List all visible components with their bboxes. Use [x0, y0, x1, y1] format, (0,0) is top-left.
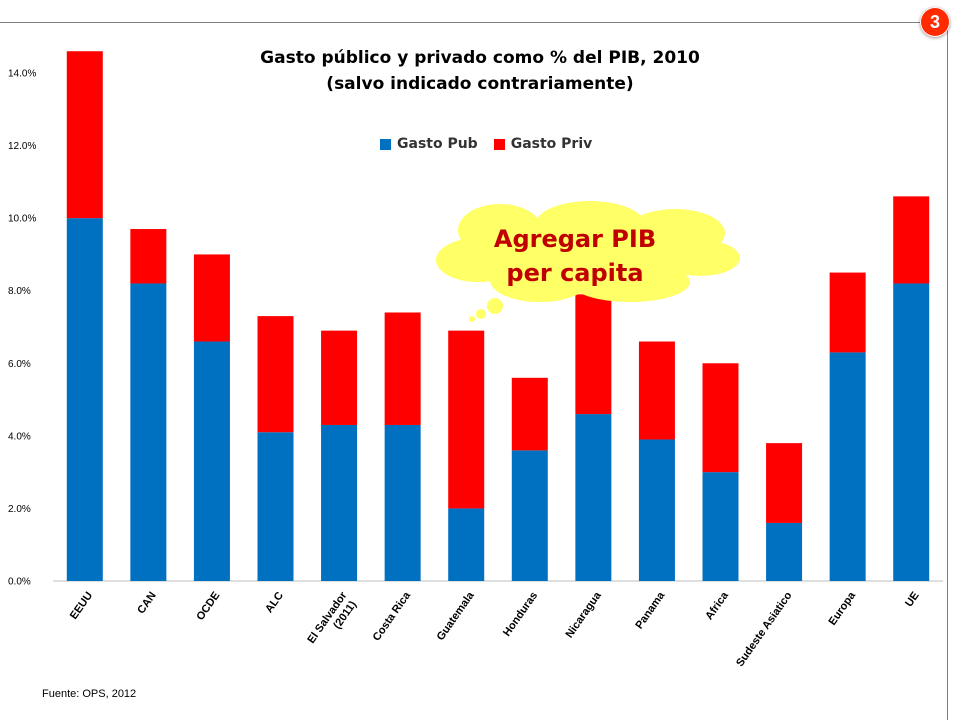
slide-number-badge: 3: [920, 7, 950, 37]
callout-line-1: Agregar PIB: [493, 225, 657, 253]
y-tick-label: 4.0%: [8, 431, 31, 442]
x-category-label: El Salvador(2011): [305, 589, 360, 653]
x-category-label: CAN: [135, 590, 159, 616]
bar-gasto-priv: [575, 294, 612, 415]
bar-gasto-pub: [384, 424, 421, 581]
bar-gasto-priv: [829, 272, 866, 353]
callout-line-2: per capita: [506, 259, 644, 287]
y-tick-label: 12.0%: [8, 141, 36, 152]
bar-gasto-priv: [66, 51, 103, 219]
bar-gasto-priv: [130, 229, 167, 284]
bar-gasto-priv: [384, 312, 421, 425]
x-category-label: UE: [903, 590, 922, 609]
bar-gasto-priv: [511, 377, 548, 451]
x-category-label-line: EEUU: [68, 590, 95, 622]
bar-gasto-pub: [193, 341, 230, 581]
x-category-label-line: CAN: [135, 590, 159, 616]
x-category-label-line: OCDE: [194, 590, 222, 623]
legend-label-gasto-priv: Gasto Priv: [510, 136, 593, 152]
thought-cloud-callout: [436, 201, 740, 322]
x-category-label-line: Africa: [703, 589, 731, 622]
y-tick-label: 14.0%: [8, 69, 36, 80]
y-tick-label: 6.0%: [8, 359, 31, 370]
x-category-label-line: Sudeste Asiatico: [734, 590, 795, 669]
legend-label-gasto-pub: Gasto Pub: [397, 136, 478, 152]
cloud-bubble-small: [469, 316, 475, 322]
x-category-label-line: Honduras: [501, 590, 540, 639]
x-category-label-line: Nicaragua: [563, 589, 604, 640]
legend-swatch-gasto-priv: [493, 138, 505, 150]
bar-gasto-pub: [321, 424, 358, 581]
frame-right-border: [947, 22, 948, 720]
x-category-label-line: UE: [903, 590, 922, 609]
legend-item-gasto-pub: Gasto Pub: [380, 136, 478, 152]
x-category-label-line: Europa: [827, 589, 859, 628]
x-category-label: Nicaragua: [563, 589, 604, 640]
bar-gasto-pub: [766, 522, 803, 581]
callout-text: Agregar PIB per capita: [460, 222, 690, 290]
bar-gasto-pub: [702, 472, 739, 581]
x-category-label: Costa Rica: [371, 589, 414, 643]
bar-gasto-priv: [257, 316, 294, 433]
bar-gasto-priv: [193, 254, 230, 342]
y-tick-label: 10.0%: [8, 214, 36, 225]
x-category-label: OCDE: [194, 590, 222, 623]
bar-gasto-pub: [829, 352, 866, 581]
y-tick-label: 0.0%: [8, 577, 31, 588]
x-category-label: Honduras: [501, 590, 540, 639]
cloud-bubble-medium: [476, 309, 486, 319]
x-category-label: ALC: [263, 590, 286, 615]
bar-layer: [66, 51, 930, 581]
x-category-label: Sudeste Asiatico: [734, 590, 795, 669]
bar-gasto-pub: [511, 450, 548, 581]
bar-gasto-pub: [257, 432, 294, 581]
x-category-label-line: Guatemala: [435, 589, 478, 643]
bar-gasto-priv: [766, 443, 803, 523]
y-tick-label: 8.0%: [8, 286, 31, 297]
bar-gasto-priv: [448, 330, 485, 509]
cloud-body: [470, 223, 710, 287]
chart-subtitle: (salvo indicado contrariamente): [326, 74, 634, 94]
bar-gasto-pub: [66, 218, 103, 581]
x-category-label: Europa: [827, 589, 859, 628]
chart-title-block: Gasto público y privado como % del PIB, …: [180, 45, 780, 97]
x-category-label-line: Panama: [633, 589, 668, 631]
bar-gasto-priv: [321, 330, 358, 425]
source-note: Fuente: OPS, 2012: [42, 688, 137, 700]
frame-top-border: [0, 22, 948, 23]
x-category-label: Guatemala: [435, 589, 478, 643]
x-category-label: Panama: [633, 589, 668, 631]
x-category-label-line: ALC: [263, 590, 286, 615]
cloud-bubble-large: [487, 298, 503, 314]
bar-gasto-pub: [448, 508, 485, 581]
x-category-label-line: Costa Rica: [371, 589, 414, 643]
legend-item-gasto-priv: Gasto Priv: [493, 136, 593, 152]
bar-gasto-pub: [638, 439, 675, 581]
x-category-label: Africa: [703, 589, 731, 622]
chart-legend: Gasto Pub Gasto Priv: [380, 134, 608, 154]
y-tick-label: 2.0%: [8, 504, 31, 515]
chart-title: Gasto público y privado como % del PIB, …: [260, 48, 700, 68]
x-category-label: EEUU: [68, 590, 95, 622]
bar-gasto-pub: [130, 283, 167, 581]
bar-gasto-pub: [575, 414, 612, 581]
bar-gasto-priv: [893, 196, 930, 284]
bar-gasto-pub: [893, 283, 930, 581]
legend-swatch-gasto-pub: [380, 138, 391, 150]
bar-gasto-priv: [702, 363, 739, 473]
bar-gasto-priv: [638, 341, 675, 440]
